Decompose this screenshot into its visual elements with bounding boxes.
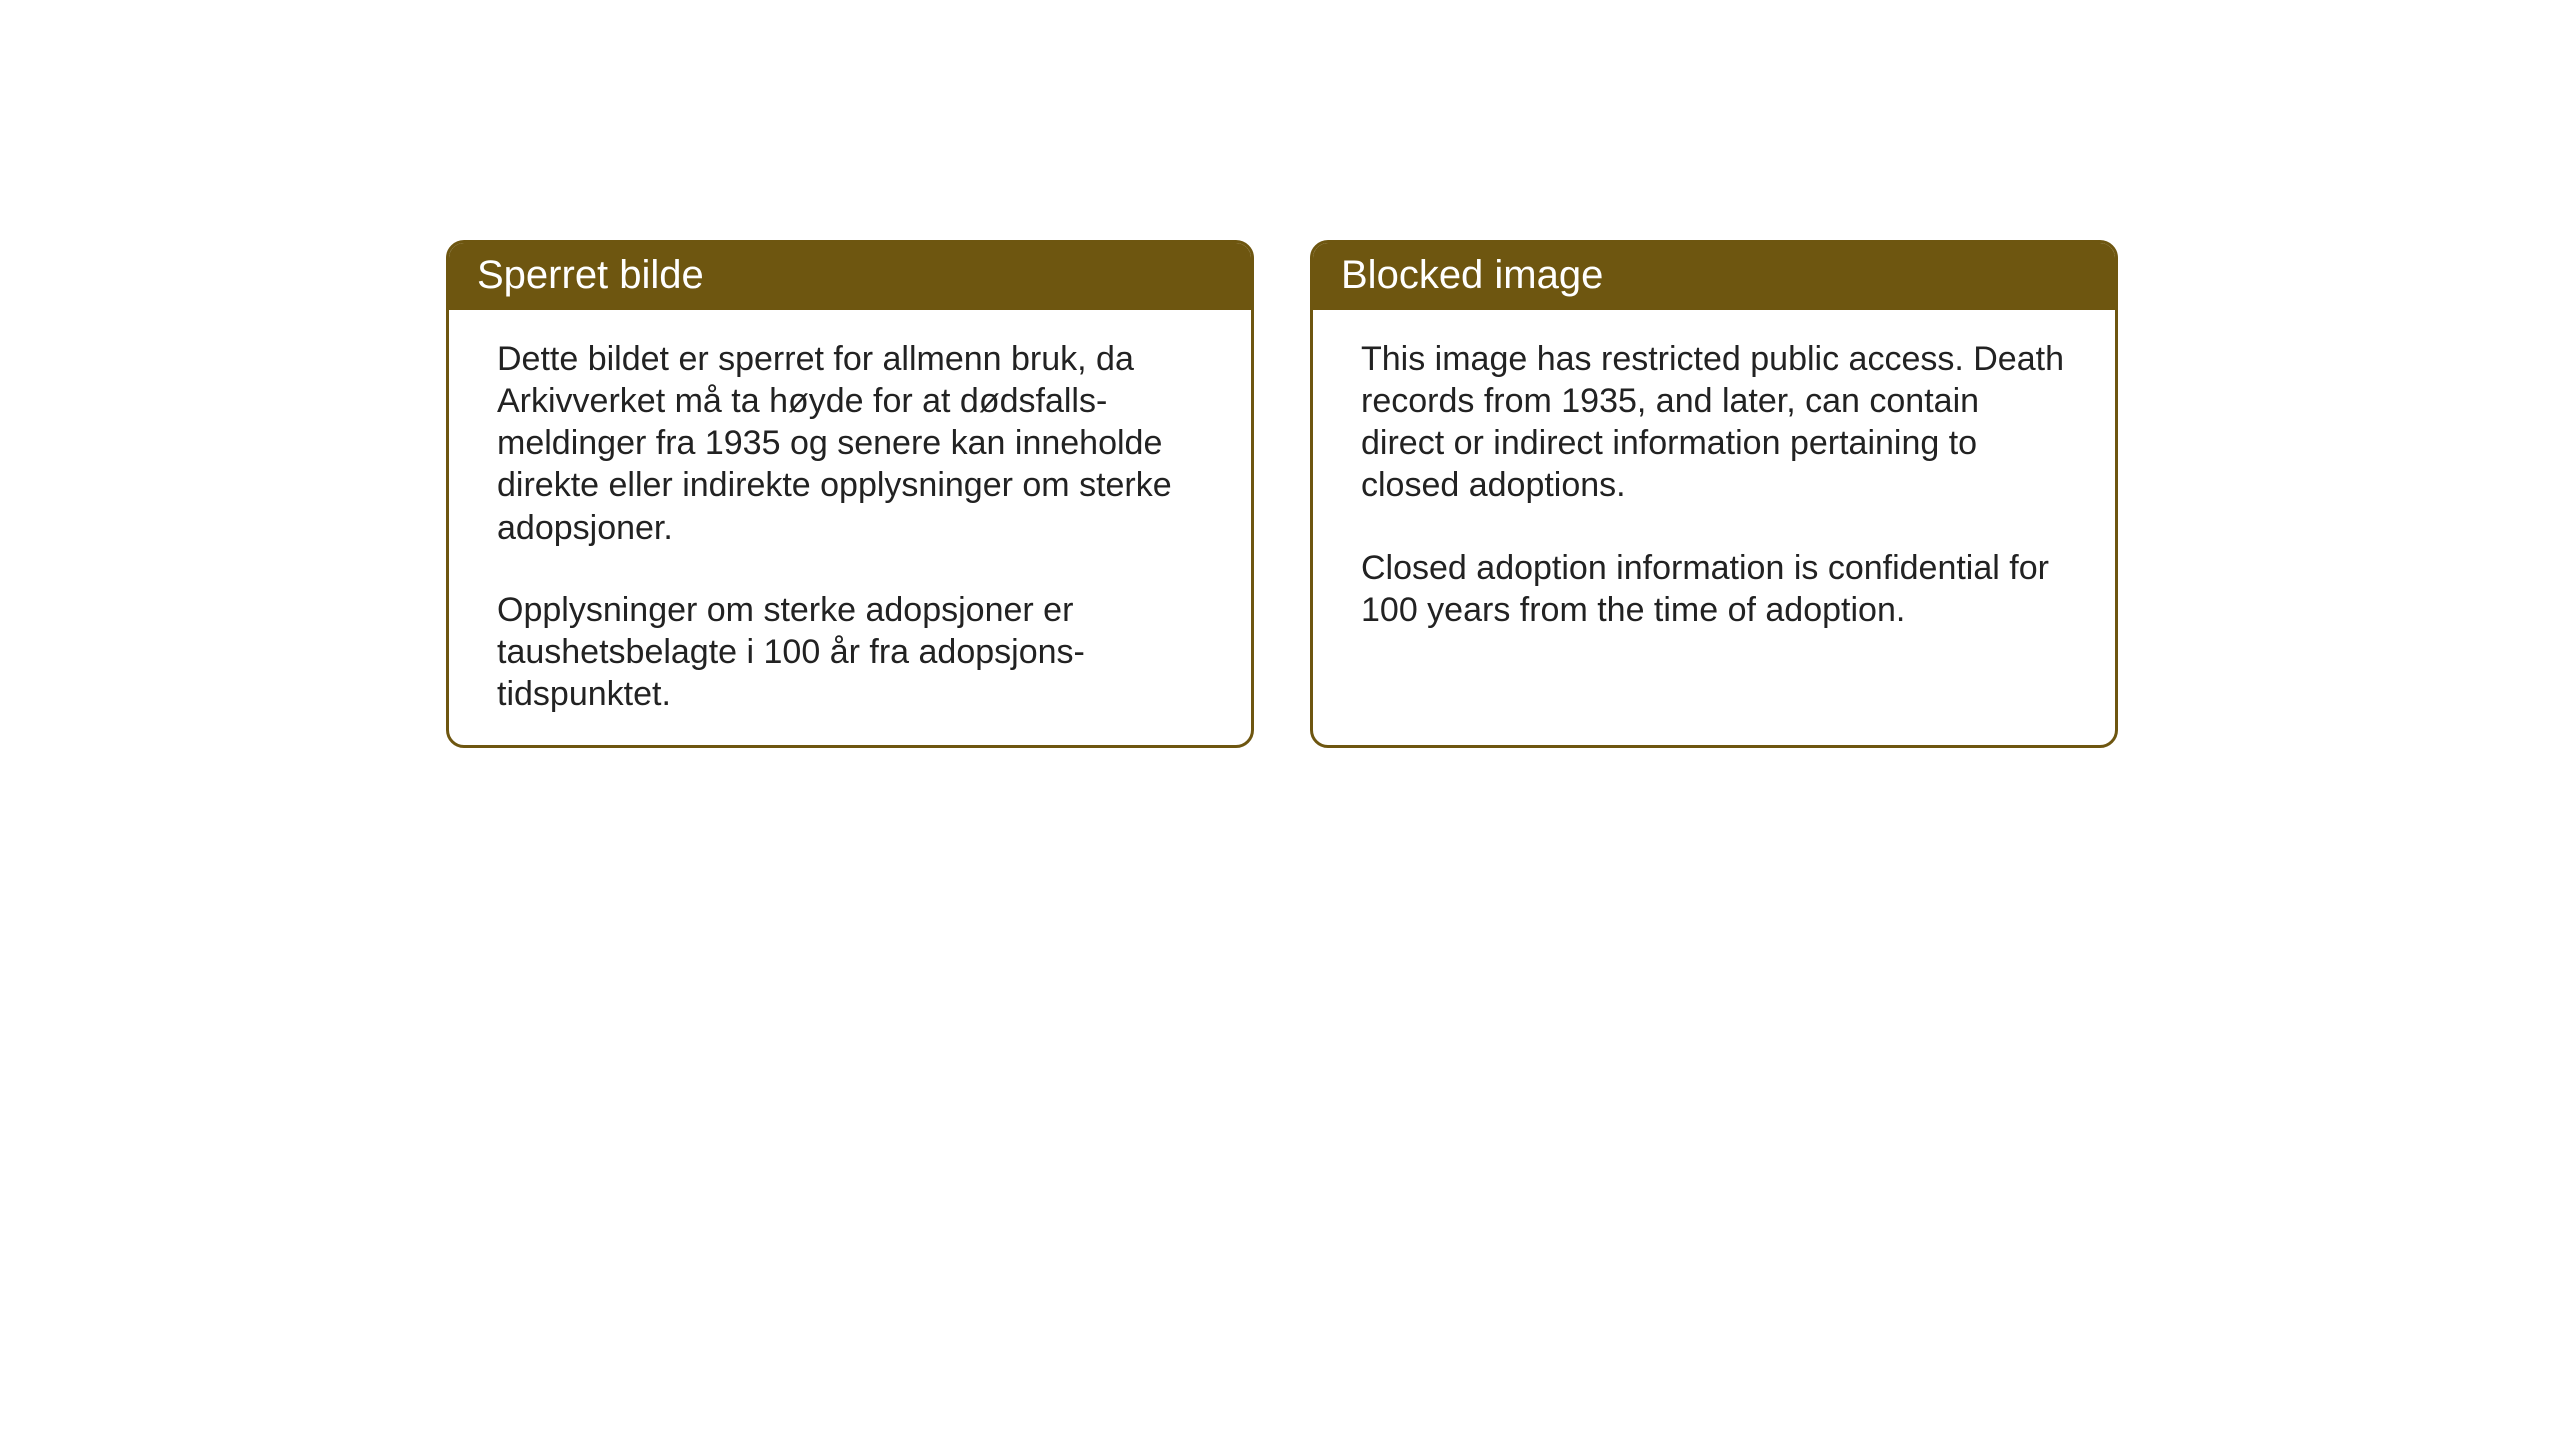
card-body-english: This image has restricted public access.… <box>1313 310 2115 659</box>
card-paragraph-2-norwegian: Opplysninger om sterke adopsjoner er tau… <box>497 589 1203 715</box>
card-english: Blocked image This image has restricted … <box>1310 240 2118 748</box>
card-body-norwegian: Dette bildet er sperret for allmenn bruk… <box>449 310 1251 743</box>
card-paragraph-1-norwegian: Dette bildet er sperret for allmenn bruk… <box>497 338 1203 549</box>
card-title-norwegian: Sperret bilde <box>477 253 704 297</box>
card-header-norwegian: Sperret bilde <box>449 243 1251 310</box>
card-paragraph-2-english: Closed adoption information is confident… <box>1361 547 2067 631</box>
card-paragraph-1-english: This image has restricted public access.… <box>1361 338 2067 507</box>
card-title-english: Blocked image <box>1341 253 1603 297</box>
card-norwegian: Sperret bilde Dette bildet er sperret fo… <box>446 240 1254 748</box>
card-header-english: Blocked image <box>1313 243 2115 310</box>
cards-container: Sperret bilde Dette bildet er sperret fo… <box>446 240 2118 748</box>
